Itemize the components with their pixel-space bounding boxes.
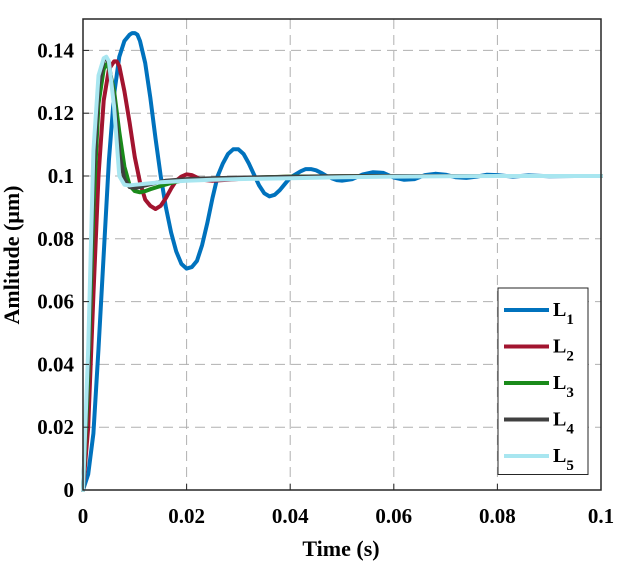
legend-label: L3 <box>553 372 574 401</box>
legend-item: L2 <box>504 336 574 365</box>
legend-item: L3 <box>504 372 574 401</box>
series-line-L5 <box>81 54 603 492</box>
x-tick-label: 0 <box>78 504 89 528</box>
x-tick-label: 0.1 <box>588 504 614 528</box>
x-tick-label: 0.02 <box>168 504 205 528</box>
legend-label: L1 <box>553 299 574 328</box>
legend: L1 L2 L3 L4 L5 <box>497 287 589 475</box>
legend-label: L4 <box>553 409 574 438</box>
x-tick-label: 0.04 <box>272 504 309 528</box>
legend-label: L2 <box>553 336 574 365</box>
y-tick-label: 0.1 <box>48 164 74 188</box>
grid <box>83 19 601 490</box>
y-tick-labels: 0 0.02 0.04 0.06 0.08 0.1 0.12 0.14 <box>37 38 89 502</box>
y-tick-label: 0.06 <box>37 290 74 314</box>
x-tick-labels: 0 0.02 0.04 0.06 0.08 0.1 <box>78 484 614 528</box>
y-tick-label: 0.14 <box>37 38 74 62</box>
y-tick-label: 0 <box>64 478 75 502</box>
x-axis-label: Time (s) <box>302 536 379 561</box>
plot-frame <box>82 18 602 491</box>
y-tick-label: 0.08 <box>37 227 74 251</box>
legend-label: L5 <box>553 445 574 474</box>
legend-item: L1 <box>504 299 574 328</box>
legend-item: L4 <box>504 409 574 438</box>
y-tick-label: 0.04 <box>37 352 74 376</box>
legend-item: L5 <box>504 445 574 474</box>
y-tick-label: 0.02 <box>37 415 74 439</box>
x-tick-label: 0.08 <box>479 504 516 528</box>
x-tick-label: 0.06 <box>375 504 412 528</box>
y-tick-label: 0.12 <box>37 101 74 125</box>
y-axis-label: Amlitude (μm) <box>0 186 24 325</box>
series-lines <box>81 31 603 492</box>
